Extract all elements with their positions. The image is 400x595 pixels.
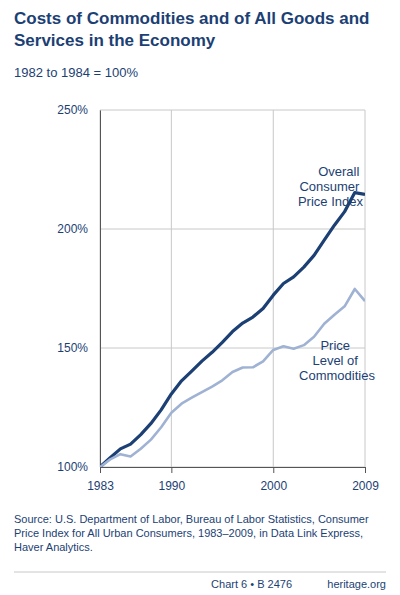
x-tick: 2009: [352, 467, 379, 493]
grid-line-y: [100, 110, 365, 111]
x-tick-label: 2009: [352, 479, 379, 493]
y-tick-label: 100%: [57, 460, 88, 474]
y-axis: 100% 150% 200% 250%: [57, 103, 100, 474]
x-axis: 1983 1990 2000 2009: [87, 467, 379, 493]
x-tick: 2000: [260, 467, 287, 493]
grid-line-x: [365, 110, 366, 467]
title: Costs of Commodities and of All Goods an…: [14, 9, 374, 50]
y-tick-label: 200%: [57, 222, 88, 236]
y-tick: 150%: [57, 341, 100, 355]
x-tick: 1983: [87, 467, 114, 493]
plot: 1983 1990 2000 2009 100% 150% 200% 250%: [57, 103, 379, 492]
subtitle: 1982 to 1984 = 100%: [14, 65, 138, 80]
grid-line-x: [273, 110, 274, 467]
series-label: Overall Consumer Price Index: [298, 164, 364, 209]
source: Source: U.S. Department of Labor, Bureau…: [14, 513, 372, 553]
x-tick-label: 1983: [87, 479, 114, 493]
x-tick-label: 2000: [260, 479, 287, 493]
grid-line-x: [100, 110, 101, 467]
x-tick-mark: [273, 467, 274, 473]
x-tick-label: 1990: [158, 479, 185, 493]
separator: [14, 572, 386, 573]
site: heritage.org: [327, 578, 386, 590]
x-tick-mark: [171, 467, 172, 473]
y-tick: 100%: [57, 460, 100, 474]
axis-line: [101, 468, 366, 474]
y-tick-label: 250%: [57, 103, 88, 117]
x-tick-mark: [365, 467, 366, 473]
grid-line-y: [100, 229, 365, 230]
series-line: [100, 193, 365, 467]
y-tick: 200%: [57, 222, 100, 236]
x-tick: 1990: [158, 467, 185, 493]
chart: Costs of Commodities and of All Goods an…: [0, 0, 400, 595]
y-tick: 250%: [57, 103, 100, 117]
axis-line: [100, 111, 101, 468]
y-tick-label: 150%: [57, 341, 88, 355]
series-label: Price Level of Commodities: [299, 338, 375, 383]
lines: [100, 193, 365, 467]
grid: [100, 110, 365, 467]
x-tick-mark: [100, 467, 101, 473]
footer: Chart 6 • B 2476: [211, 578, 292, 590]
